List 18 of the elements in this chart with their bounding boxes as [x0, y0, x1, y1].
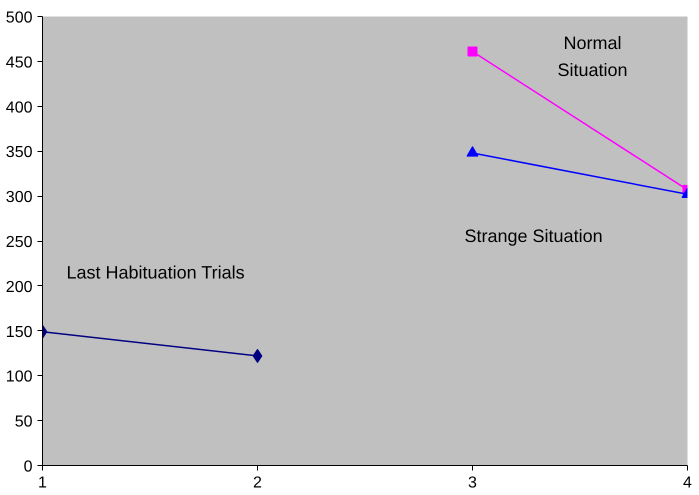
- y-tick-label: 50: [14, 414, 33, 431]
- y-tick-label: 200: [6, 278, 33, 296]
- y-tick-label: 400: [6, 99, 33, 116]
- x-tick-label: 1: [38, 474, 48, 492]
- y-tick-label: 100: [6, 368, 33, 386]
- series-label: Normal Situation: [557, 33, 628, 80]
- y-tick-label: 300: [6, 189, 33, 206]
- x-tick-label: 2: [253, 474, 262, 492]
- y-tick-label: 150: [6, 324, 33, 341]
- y-tick-label: 500: [6, 10, 33, 26]
- y-tick-label: 250: [6, 234, 33, 251]
- y-tick-label: 450: [6, 54, 33, 72]
- x-tick-label: 4: [683, 474, 692, 492]
- x-tick-label: 3: [468, 474, 478, 492]
- text: Last Habituation Trials: [66, 262, 245, 283]
- y-tick-label: 0: [24, 458, 33, 476]
- y-tick-label: 350: [6, 144, 33, 162]
- text: Strange Situation: [464, 226, 603, 246]
